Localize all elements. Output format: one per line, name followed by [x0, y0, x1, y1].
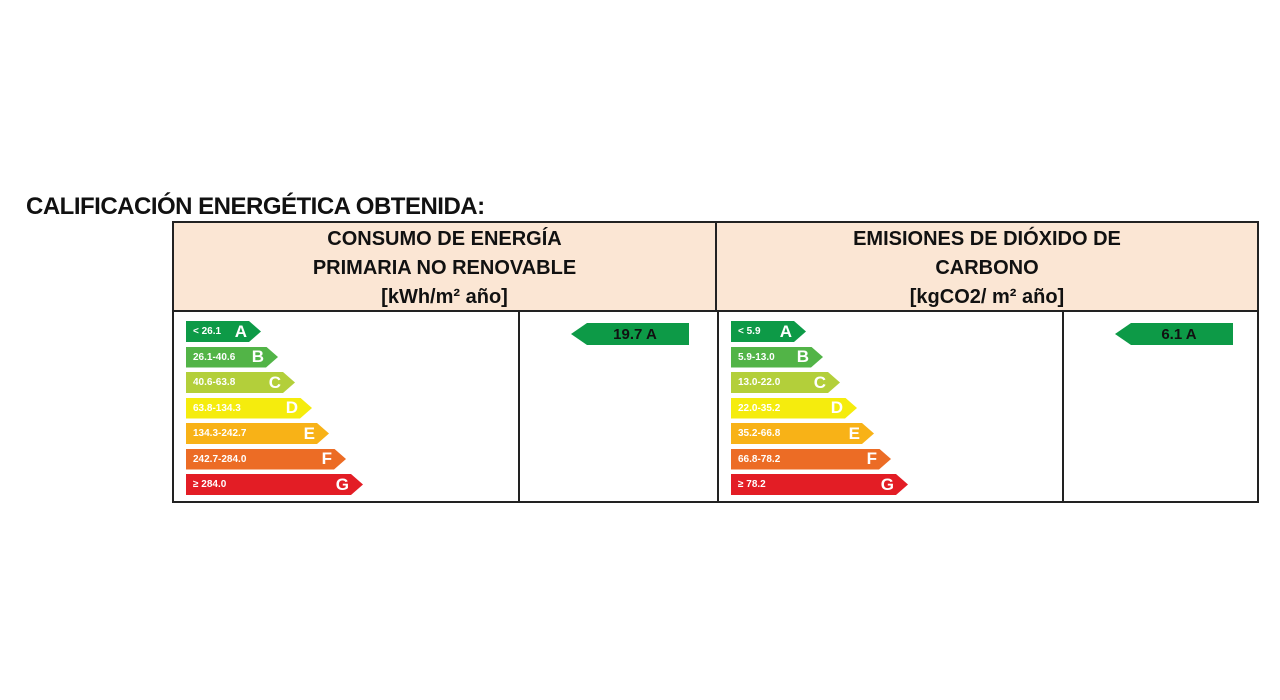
band-range: 13.0-22.0 — [738, 377, 781, 388]
column-divider — [1062, 312, 1064, 501]
band-a: < 5.9 A — [731, 321, 806, 342]
band-letter: C — [268, 372, 281, 392]
band-c: 40.6-63.8 C — [186, 372, 295, 393]
page-title: CALIFICACIÓN ENERGÉTICA OBTENIDA: — [26, 193, 485, 220]
band-range: 5.9-13.0 — [738, 351, 775, 363]
emisiones-unit: [kgCO2/ m² año] — [909, 286, 1065, 308]
band-f: 66.8-78.2 F — [731, 449, 891, 470]
band-letter: B — [251, 347, 264, 366]
band-letter: D — [285, 398, 298, 417]
band-b: 26.1-40.6 B — [186, 347, 278, 368]
band-g: ≥ 78.2 G — [731, 474, 908, 495]
band-letter: C — [813, 372, 826, 392]
header-row: CONSUMO DE ENERGÍA PRIMARIA NO RENOVABLE… — [174, 223, 1257, 312]
consumo-unit: [kWh/m² año] — [381, 286, 508, 308]
band-d: 63.8-134.3 D — [186, 398, 312, 419]
band-range: 35.2-66.8 — [738, 428, 781, 439]
band-letter: G — [335, 474, 349, 494]
band-d: 22.0-35.2 D — [731, 398, 857, 419]
band-range: ≥ 284.0 — [193, 479, 227, 490]
band-range: 66.8-78.2 — [738, 453, 781, 465]
band-range: < 5.9 — [738, 326, 761, 337]
band-range: 22.0-35.2 — [738, 402, 781, 414]
band-range: < 26.1 — [193, 326, 222, 337]
band-a: < 26.1 A — [186, 321, 261, 342]
consumo-header: CONSUMO DE ENERGÍA PRIMARIA NO RENOVABLE… — [174, 223, 717, 310]
band-range: 26.1-40.6 — [193, 351, 236, 363]
band-e: 134.3-242.7 E — [186, 423, 329, 444]
band-letter: G — [880, 474, 894, 494]
band-range: 242.7-284.0 — [193, 453, 247, 465]
band-c: 13.0-22.0 C — [731, 372, 840, 393]
emisiones-title-line1: EMISIONES DE DIÓXIDO DE — [853, 228, 1121, 250]
band-e: 35.2-66.8 E — [731, 423, 874, 444]
consumo-title-line2: PRIMARIA NO RENOVABLE — [312, 257, 577, 279]
energy-label-table: CONSUMO DE ENERGÍA PRIMARIA NO RENOVABLE… — [172, 221, 1259, 503]
emisiones-title-line2: CARBONO — [935, 257, 1039, 279]
consumo-title-line1: CONSUMO DE ENERGÍA — [327, 228, 562, 250]
band-letter: D — [830, 398, 843, 417]
emisiones-scale: < 5.9 A 5.9-13.0 B 13.0-22.0 C 22.0-35.2 D 35.2-… — [731, 321, 931, 501]
band-range: ≥ 78.2 — [738, 479, 766, 490]
emisiones-result-arrow: 6.1 A — [1115, 323, 1233, 345]
band-range: 134.3-242.7 — [193, 428, 247, 439]
band-letter: E — [848, 423, 860, 443]
band-letter: B — [796, 347, 809, 366]
band-range: 63.8-134.3 — [193, 402, 241, 414]
band-letter: A — [234, 321, 247, 341]
column-divider — [717, 312, 719, 501]
band-letter: A — [779, 321, 792, 341]
column-divider — [518, 312, 520, 501]
consumo-scale: < 26.1 A 26.1-40.6 B 40.6-63.8 C 63.8-134.3 D 13… — [186, 321, 386, 501]
body-row: < 26.1 A 26.1-40.6 B 40.6-63.8 C 63.8-134.3 D 13… — [174, 312, 1257, 501]
emisiones-header: EMISIONES DE DIÓXIDO DE CARBONO [kgCO2/ … — [717, 223, 1257, 310]
band-range: 40.6-63.8 — [193, 377, 236, 388]
band-letter: E — [303, 423, 315, 443]
band-g: ≥ 284.0 G — [186, 474, 363, 495]
band-f: 242.7-284.0 F — [186, 449, 346, 470]
band-letter: F — [866, 449, 877, 468]
band-letter: F — [321, 449, 332, 468]
consumo-result-arrow: 19.7 A — [571, 323, 689, 345]
band-b: 5.9-13.0 B — [731, 347, 823, 368]
